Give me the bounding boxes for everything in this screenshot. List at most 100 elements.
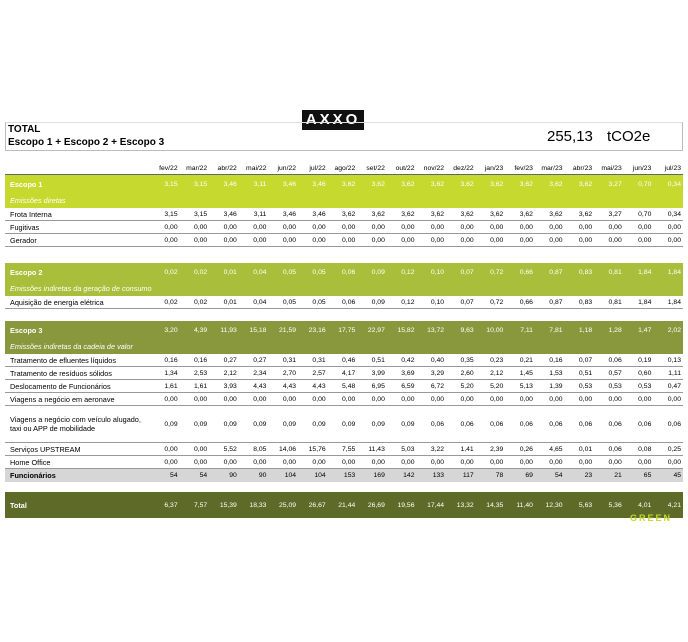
data-row-cell: 4,65 bbox=[534, 442, 565, 456]
data-row-cell: 0,00 bbox=[179, 220, 210, 234]
data-row-cell: 2,34 bbox=[238, 366, 269, 380]
total-row-cell: 17,44 bbox=[416, 492, 447, 518]
data-row-cell: 2,39 bbox=[475, 442, 506, 456]
data-row-cell: 0,00 bbox=[534, 233, 565, 247]
section-row-cell: 7,11 bbox=[520, 326, 533, 334]
data-row-cell: 3,62 bbox=[416, 208, 447, 221]
employees-row-cell: 54 bbox=[150, 468, 180, 482]
data-row-cell: 0,06 bbox=[475, 405, 506, 443]
total-row-label: Total bbox=[5, 492, 150, 518]
data-row-label: Tratamento de resíduos sólidos bbox=[5, 366, 150, 380]
employees-row-cell: 54 bbox=[179, 468, 210, 482]
data-row-cell: 0,06 bbox=[416, 405, 447, 443]
data-row-cell: 8,05 bbox=[238, 442, 269, 456]
data-row-cell: 3,62 bbox=[446, 208, 476, 221]
data-row-cell: 0,00 bbox=[327, 455, 358, 469]
data-row-cell: 4,43 bbox=[268, 379, 299, 393]
spacer-row bbox=[5, 309, 683, 322]
data-row-cell: 0,00 bbox=[564, 233, 595, 247]
data-row-cell: 0,06 bbox=[594, 405, 624, 443]
data-row-cell: 0,00 bbox=[357, 455, 387, 469]
employees-row: Funcionários 54 54 90 90 104 104 153 169 142 133 11… bbox=[5, 468, 683, 482]
month-header: abr/23 bbox=[564, 162, 595, 175]
data-row-cell: 1,53 bbox=[534, 366, 565, 380]
data-row-cell: 0,00 bbox=[179, 392, 210, 406]
data-row-cell: 2,53 bbox=[179, 366, 210, 380]
data-row-cell: 0,00 bbox=[416, 233, 447, 247]
data-row-cell: 14,06 bbox=[268, 442, 299, 456]
section-row-label: Escopo 3 bbox=[10, 325, 43, 335]
total-row-cell: 19,56 bbox=[386, 492, 417, 518]
data-row-cell: 0,00 bbox=[150, 233, 180, 247]
data-row: Viagens a negócio em aeronave 0,00 0,00 0,0… bbox=[5, 392, 683, 406]
section-row-cell: 0,10 bbox=[430, 268, 445, 276]
data-row-cell: 5,20 bbox=[446, 379, 476, 393]
section-row-cell: 1,47 bbox=[638, 326, 652, 334]
data-row-cell: 1,61 bbox=[150, 379, 180, 393]
data-row-label: Fugitivas bbox=[5, 220, 150, 234]
data-row-cell: 0,00 bbox=[386, 455, 417, 469]
section-row-cell: 3,62 bbox=[342, 180, 356, 188]
month-header: fev/22 bbox=[150, 162, 180, 175]
summary-header: TOTAL Escopo 1 + Escopo 2 + Escopo 3 255… bbox=[5, 122, 683, 151]
data-row-cell: 0,00 bbox=[416, 392, 447, 406]
data-row-cell: 5,20 bbox=[475, 379, 506, 393]
data-row-cell: 0,06 bbox=[446, 405, 476, 443]
employees-row-cell: 133 bbox=[416, 468, 447, 482]
data-row-cell: 0,00 bbox=[268, 392, 299, 406]
data-row-cell: 0,00 bbox=[564, 392, 595, 406]
section-row: Escopo 3 3,20 4,39 11,93 15,18 21,59 23,16 17,7… bbox=[5, 321, 683, 339]
data-row-cell: 0,00 bbox=[179, 233, 210, 247]
employees-row-cell: 78 bbox=[475, 468, 506, 482]
data-row-cell: 11,43 bbox=[357, 442, 387, 456]
data-row: Home Office 0,00 0,00 0,00 0,00 0,00 0,00 0,00 0… bbox=[5, 455, 683, 469]
data-row-cell: 0,00 bbox=[653, 233, 683, 247]
header-subtitle: Escopo 1 + Escopo 2 + Escopo 3 bbox=[8, 137, 165, 148]
data-row-cell: 0,16 bbox=[150, 354, 180, 367]
data-row-cell: 0,00 bbox=[446, 220, 476, 234]
section-row-cell: 11,93 bbox=[220, 326, 237, 334]
data-row-cell: 6,59 bbox=[386, 379, 417, 393]
data-row-cell: 0,00 bbox=[327, 220, 358, 234]
data-row-cell: 0,09 bbox=[150, 405, 180, 443]
data-row-cell: 1,45 bbox=[505, 366, 535, 380]
month-header: abr/22 bbox=[209, 162, 239, 175]
section-row-cell: 3,20 bbox=[164, 326, 178, 334]
section-row-cell: 3,62 bbox=[578, 180, 593, 188]
data-row: Tratamento de resíduos sólidos 1,34 2,53 2,… bbox=[5, 366, 683, 380]
section-row-cell: 0,04 bbox=[253, 268, 267, 276]
data-row-cell: 0,21 bbox=[505, 354, 535, 367]
data-row-cell: 0,00 bbox=[298, 220, 328, 234]
data-row-cell: 0,00 bbox=[298, 455, 328, 469]
data-row-cell: 5,48 bbox=[327, 379, 358, 393]
employees-row-cell: 104 bbox=[268, 468, 299, 482]
data-row-cell: 0,00 bbox=[298, 392, 328, 406]
total-row-cell: 4,21 bbox=[653, 492, 683, 518]
data-row-label: Home Office bbox=[5, 455, 150, 469]
data-row-cell: 0,00 bbox=[475, 233, 506, 247]
data-row-cell: 0,06 bbox=[534, 405, 565, 443]
data-row-label: Frota Interna bbox=[5, 208, 150, 221]
data-row-cell: 0,01 bbox=[564, 442, 595, 456]
section-row-cell: 13,72 bbox=[427, 326, 445, 334]
employees-row-cell: 153 bbox=[327, 468, 358, 482]
section-description: Emissões indiretas da cadeia de valor bbox=[10, 342, 133, 351]
data-row-cell: 0,00 bbox=[446, 392, 476, 406]
total-row-cell: 13,32 bbox=[446, 492, 476, 518]
data-row-cell: 4,17 bbox=[327, 366, 358, 380]
data-row-cell: 3,93 bbox=[209, 379, 239, 393]
section-row-cell: 0,09 bbox=[371, 268, 385, 276]
spacer-cell bbox=[5, 247, 683, 264]
data-row-cell: 0,09 bbox=[357, 296, 387, 309]
data-row-cell: 0,35 bbox=[446, 354, 476, 367]
month-header: mar/23 bbox=[534, 162, 565, 175]
data-row: Deslocamento de Funcionários 1,61 1,61 3,93… bbox=[5, 379, 683, 393]
data-row-cell: 0,07 bbox=[564, 354, 595, 367]
data-row-cell: 3,62 bbox=[534, 208, 565, 221]
employees-row-label: Funcionários bbox=[5, 468, 150, 482]
data-row-cell: 0,06 bbox=[594, 442, 624, 456]
section-row-cell: 1,28 bbox=[608, 326, 622, 334]
month-header-row: fev/22 mar/22 abr/22 mai/22 jun/22 jul/22 ago/… bbox=[5, 162, 683, 175]
month-header: mai/23 bbox=[594, 162, 624, 175]
